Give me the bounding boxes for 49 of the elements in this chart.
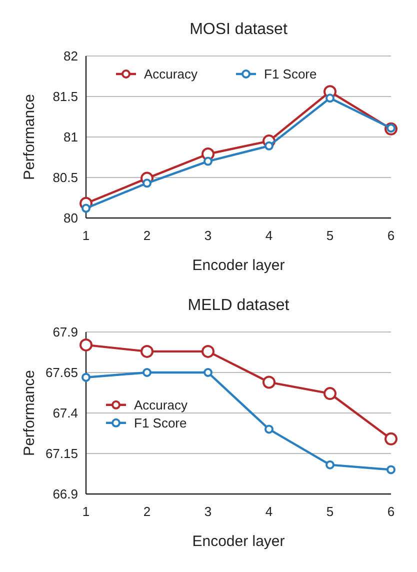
y-tick-label: 80	[64, 210, 78, 226]
y-tick-label: 82	[64, 48, 78, 64]
legend-label: Accuracy	[144, 66, 198, 82]
x-tick-label: 2	[143, 228, 151, 243]
point	[82, 372, 90, 382]
point	[80, 338, 92, 352]
point	[326, 460, 334, 470]
x-tick-label: 1	[82, 504, 90, 519]
point	[324, 387, 336, 400]
point	[384, 432, 398, 446]
x-axis-title: Encoder layer	[192, 533, 285, 550]
x-axis-title: Encoder layer	[192, 257, 285, 274]
legend-label: F1 Score	[264, 66, 317, 82]
y-axis-title: Performance	[21, 370, 38, 456]
point	[142, 178, 152, 188]
y-tick-label: 67.15	[45, 446, 78, 462]
legend-label: F1 Score	[134, 415, 187, 430]
point	[264, 141, 274, 150]
x-tick-label: 1	[82, 228, 90, 243]
legend-label: Accuracy	[134, 397, 188, 412]
y-tick-label: 80.5	[52, 170, 78, 186]
x-tick-label: 3	[204, 504, 212, 519]
chart-title: MELD dataset	[188, 297, 290, 314]
y-axis-title: Performance	[21, 94, 38, 180]
point	[204, 368, 212, 377]
x-tick-label: 5	[326, 228, 334, 243]
point	[326, 94, 334, 103]
point	[386, 465, 396, 474]
y-tick-label: 81.5	[52, 89, 78, 104]
x-tick-label: 6	[387, 504, 395, 519]
chart-title: MOSI dataset	[190, 21, 288, 38]
y-tick-label: 81	[64, 130, 78, 145]
y-tick-label: 67.4	[52, 406, 78, 421]
point	[82, 204, 90, 213]
point	[142, 368, 152, 377]
point	[204, 156, 212, 166]
x-tick-label: 5	[326, 504, 334, 519]
y-tick-label: 67.65	[45, 365, 78, 380]
point	[202, 344, 214, 358]
point	[264, 424, 274, 434]
point	[140, 344, 154, 358]
x-tick-label: 4	[265, 504, 273, 519]
y-tick-label: 67.9	[52, 324, 78, 340]
x-tick-label: 6	[387, 228, 395, 243]
x-tick-label: 3	[204, 228, 212, 243]
x-tick-label: 2	[143, 504, 151, 519]
x-tick-label: 4	[265, 228, 273, 243]
y-tick-label: 66.9	[52, 486, 78, 502]
point	[262, 376, 276, 389]
